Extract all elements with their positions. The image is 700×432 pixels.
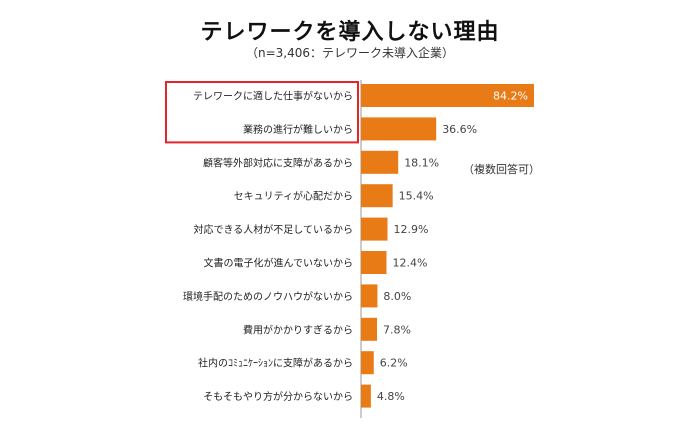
value-label: 8.0% (383, 290, 411, 303)
bar (361, 251, 387, 274)
bar (361, 284, 378, 308)
value-label: 18.1% (404, 156, 439, 169)
category-label: 社内のｺﾐｭﾆｹｰｼｮﾝに支障があるから (198, 357, 353, 370)
category-label: そもそもやり方が分からないから (203, 390, 353, 403)
bar (361, 117, 437, 141)
value-label: 4.8% (377, 390, 405, 403)
bar (361, 317, 378, 341)
category-label: セキュリティが心配だから (234, 190, 353, 203)
chart-subtitle: （n=3,406：テレワーク未導入企業） (245, 46, 454, 60)
value-label: 12.9% (394, 223, 429, 236)
bar (361, 184, 393, 208)
value-label: 12.4% (392, 257, 427, 270)
category-label: テレワークに適した仕事がないから (193, 90, 353, 103)
bar (361, 217, 388, 241)
value-label: 84.2% (493, 90, 528, 103)
value-label: 6.2% (380, 357, 408, 370)
category-label: 対応できる人材が不足しているから (194, 223, 354, 236)
multiple-answer-note: （複数回答可） (463, 163, 540, 176)
value-label: 7.8% (383, 323, 411, 336)
bar (361, 84, 534, 107)
category-label: 環境手配のためのノウハウがないから (183, 290, 353, 303)
value-label: 36.6% (442, 123, 477, 136)
category-label: 文書の電子化が進んでいないから (204, 257, 354, 270)
bar (361, 384, 371, 408)
category-label: 費用がかかりすぎるから (243, 323, 353, 336)
category-label: 業務の進行が難しいから (243, 123, 353, 136)
chart-title: テレワークを導入しない理由 (200, 20, 500, 45)
bar (361, 351, 374, 375)
category-label: 顧客等外部対応に支障があるから (203, 156, 353, 169)
highlight-box (165, 81, 359, 144)
bar (361, 150, 399, 174)
value-label: 15.4% (399, 190, 434, 203)
